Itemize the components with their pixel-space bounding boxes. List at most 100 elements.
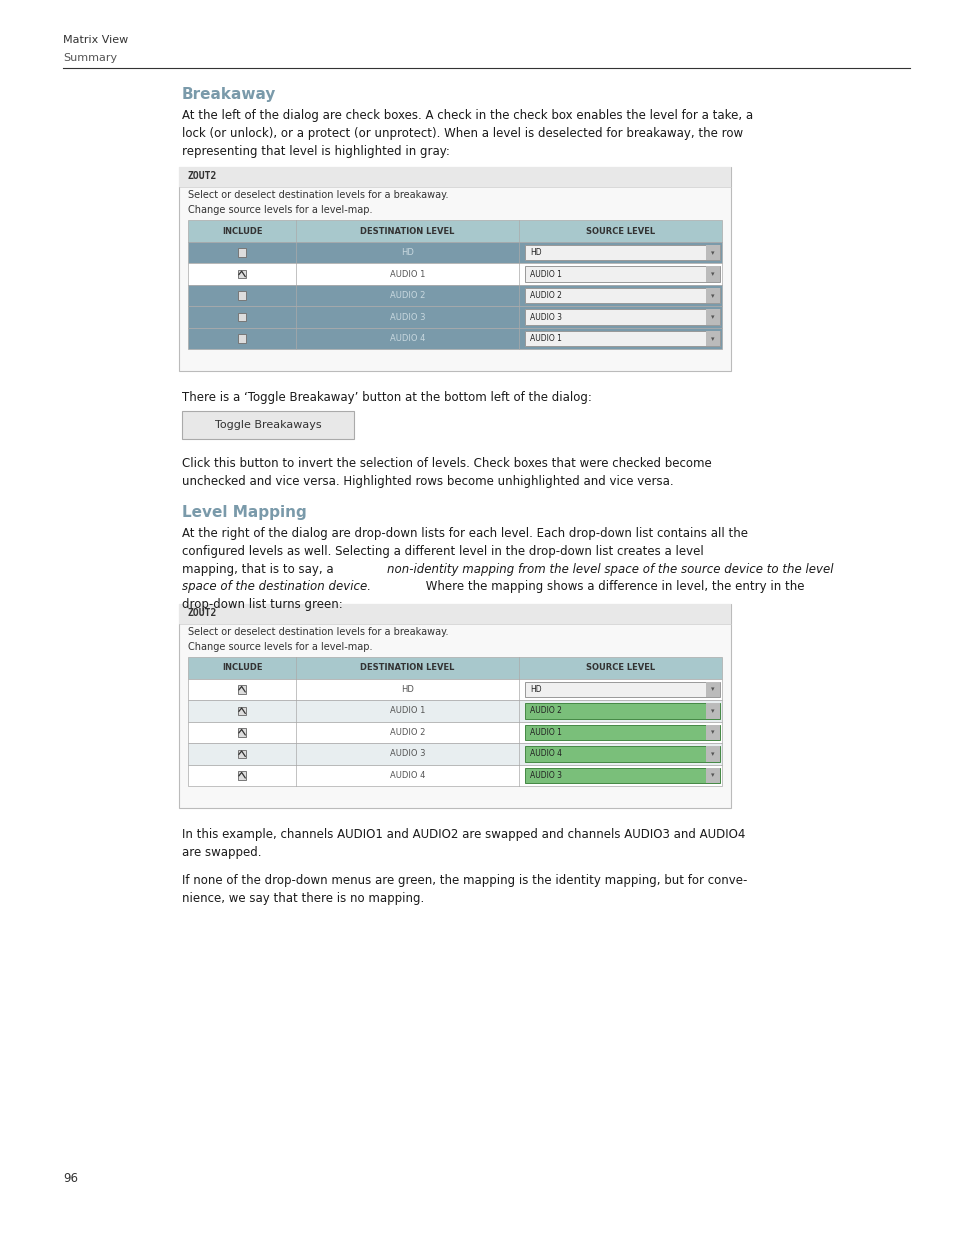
FancyBboxPatch shape — [179, 168, 730, 372]
Text: HD: HD — [530, 685, 541, 694]
Text: Matrix View: Matrix View — [63, 35, 128, 44]
FancyBboxPatch shape — [237, 270, 246, 278]
Text: AUDIO 1: AUDIO 1 — [530, 335, 561, 343]
Text: AUDIO 1: AUDIO 1 — [530, 727, 561, 737]
FancyBboxPatch shape — [188, 679, 721, 700]
FancyBboxPatch shape — [525, 288, 720, 304]
Text: At the left of the dialog are check boxes. A check in the check box enables the : At the left of the dialog are check boxe… — [182, 109, 752, 122]
Text: HD: HD — [530, 248, 541, 257]
FancyBboxPatch shape — [705, 245, 720, 261]
FancyBboxPatch shape — [188, 743, 721, 764]
FancyBboxPatch shape — [188, 263, 721, 285]
FancyBboxPatch shape — [525, 768, 720, 783]
Text: drop-down list turns green:: drop-down list turns green: — [182, 598, 342, 611]
Text: representing that level is highlighted in gray:: representing that level is highlighted i… — [182, 144, 450, 158]
Text: AUDIO 2: AUDIO 2 — [530, 706, 561, 715]
FancyBboxPatch shape — [179, 604, 730, 808]
FancyBboxPatch shape — [705, 267, 720, 282]
Text: mapping, that is to say, a: mapping, that is to say, a — [182, 563, 337, 576]
FancyBboxPatch shape — [705, 682, 720, 698]
Text: 96: 96 — [63, 1172, 78, 1186]
Text: AUDIO 2: AUDIO 2 — [390, 291, 425, 300]
Text: ▾: ▾ — [711, 730, 714, 736]
Text: nience, we say that there is no mapping.: nience, we say that there is no mapping. — [182, 892, 424, 904]
FancyBboxPatch shape — [705, 703, 720, 719]
Text: At the right of the dialog are drop-down lists for each level. Each drop-down li: At the right of the dialog are drop-down… — [182, 527, 747, 540]
Text: AUDIO 4: AUDIO 4 — [390, 335, 425, 343]
Text: Change source levels for a level-map.: Change source levels for a level-map. — [188, 642, 372, 652]
Text: AUDIO 2: AUDIO 2 — [530, 291, 561, 300]
Text: Click this button to invert the selection of levels. Check boxes that were check: Click this button to invert the selectio… — [182, 457, 711, 471]
FancyBboxPatch shape — [188, 242, 721, 263]
FancyBboxPatch shape — [188, 220, 721, 242]
Text: SOURCE LEVEL: SOURCE LEVEL — [585, 227, 655, 236]
Text: DESTINATION LEVEL: DESTINATION LEVEL — [360, 663, 455, 672]
Text: Select or deselect destination levels for a breakaway.: Select or deselect destination levels fo… — [188, 627, 448, 637]
Text: Toggle Breakaways: Toggle Breakaways — [214, 420, 321, 431]
Text: ZOUT2: ZOUT2 — [188, 608, 217, 619]
FancyBboxPatch shape — [705, 768, 720, 783]
Text: AUDIO 3: AUDIO 3 — [390, 312, 425, 321]
Text: SOURCE LEVEL: SOURCE LEVEL — [585, 663, 655, 672]
Text: AUDIO 3: AUDIO 3 — [530, 771, 561, 781]
FancyBboxPatch shape — [705, 310, 720, 325]
Text: ▾: ▾ — [711, 751, 714, 757]
FancyBboxPatch shape — [188, 285, 721, 306]
Text: non-identity mapping from the level space of the source device to the level: non-identity mapping from the level spac… — [387, 563, 833, 576]
FancyBboxPatch shape — [525, 682, 720, 698]
Text: AUDIO 1: AUDIO 1 — [390, 706, 425, 715]
Text: In this example, channels AUDIO1 and AUDIO2 are swapped and channels AUDIO3 and : In this example, channels AUDIO1 and AUD… — [182, 829, 744, 841]
Text: If none of the drop-down menus are green, the mapping is the identity mapping, b: If none of the drop-down menus are green… — [182, 874, 746, 887]
Text: are swapped.: are swapped. — [182, 846, 261, 860]
Text: ▾: ▾ — [711, 708, 714, 714]
Text: AUDIO 4: AUDIO 4 — [390, 771, 425, 781]
Text: Where the mapping shows a difference in level, the entry in the: Where the mapping shows a difference in … — [421, 580, 803, 593]
FancyBboxPatch shape — [525, 331, 720, 346]
FancyBboxPatch shape — [188, 700, 721, 721]
Text: unchecked and vice versa. Highlighted rows become unhighlighted and vice versa.: unchecked and vice versa. Highlighted ro… — [182, 475, 673, 488]
Text: INCLUDE: INCLUDE — [222, 663, 262, 672]
FancyBboxPatch shape — [525, 310, 720, 325]
Text: AUDIO 3: AUDIO 3 — [530, 312, 561, 321]
Text: space of the destination device.: space of the destination device. — [182, 580, 371, 593]
Text: Select or deselect destination levels for a breakaway.: Select or deselect destination levels fo… — [188, 190, 448, 200]
FancyBboxPatch shape — [188, 721, 721, 743]
FancyBboxPatch shape — [237, 706, 246, 715]
FancyBboxPatch shape — [525, 703, 720, 719]
Text: ▾: ▾ — [711, 314, 714, 320]
FancyBboxPatch shape — [705, 331, 720, 346]
FancyBboxPatch shape — [237, 248, 246, 257]
FancyBboxPatch shape — [237, 729, 246, 737]
FancyBboxPatch shape — [182, 411, 354, 440]
FancyBboxPatch shape — [179, 168, 730, 188]
FancyBboxPatch shape — [705, 725, 720, 740]
FancyBboxPatch shape — [237, 771, 246, 779]
Text: ▾: ▾ — [711, 687, 714, 693]
FancyBboxPatch shape — [525, 267, 720, 282]
Text: ▾: ▾ — [711, 772, 714, 778]
Text: AUDIO 1: AUDIO 1 — [530, 269, 561, 279]
FancyBboxPatch shape — [705, 746, 720, 762]
Text: DESTINATION LEVEL: DESTINATION LEVEL — [360, 227, 455, 236]
Text: Breakaway: Breakaway — [182, 86, 276, 103]
Text: ▾: ▾ — [711, 293, 714, 299]
Text: Level Mapping: Level Mapping — [182, 505, 307, 520]
Text: ▾: ▾ — [711, 272, 714, 277]
Text: AUDIO 1: AUDIO 1 — [390, 269, 425, 279]
FancyBboxPatch shape — [237, 291, 246, 300]
FancyBboxPatch shape — [525, 245, 720, 261]
FancyBboxPatch shape — [237, 335, 246, 343]
FancyBboxPatch shape — [188, 329, 721, 350]
FancyBboxPatch shape — [188, 764, 721, 787]
Text: configured levels as well. Selecting a different level in the drop-down list cre: configured levels as well. Selecting a d… — [182, 545, 703, 558]
Text: ▾: ▾ — [711, 249, 714, 256]
Text: AUDIO 4: AUDIO 4 — [530, 750, 561, 758]
Text: HD: HD — [401, 685, 414, 694]
Text: ZOUT2: ZOUT2 — [188, 172, 217, 182]
FancyBboxPatch shape — [525, 725, 720, 740]
Text: AUDIO 3: AUDIO 3 — [390, 750, 425, 758]
Text: There is a ‘Toggle Breakaway’ button at the bottom left of the dialog:: There is a ‘Toggle Breakaway’ button at … — [182, 391, 591, 404]
Text: ▾: ▾ — [711, 336, 714, 342]
FancyBboxPatch shape — [188, 306, 721, 329]
Text: HD: HD — [401, 248, 414, 257]
